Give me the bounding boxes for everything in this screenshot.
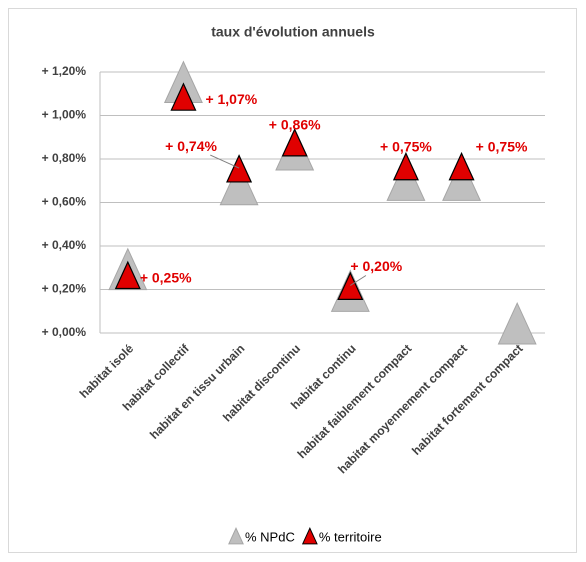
y-tick-label: + 0,00%: [42, 325, 87, 339]
marker: [226, 154, 253, 183]
y-tick-label: + 0,60%: [42, 195, 87, 209]
y-tick-label: + 0,40%: [42, 238, 87, 252]
marker: [337, 271, 364, 300]
legend-label: % territoire: [319, 529, 382, 544]
data-label: + 0,75%: [380, 139, 432, 155]
marker: [170, 82, 197, 111]
legend-swatch: [301, 527, 318, 545]
y-tick-label: + 0,20%: [42, 282, 87, 296]
y-tick-label: + 0,80%: [42, 151, 87, 165]
data-label: + 0,74%: [165, 138, 217, 154]
leader-line: [350, 275, 367, 286]
y-tick-label: + 1,00%: [42, 108, 87, 122]
legend-swatch: [228, 527, 244, 545]
data-label: + 0,75%: [476, 139, 528, 155]
marker: [281, 128, 308, 157]
chart-frame: [8, 8, 577, 553]
chart-title: taux d'évolution annuels: [211, 24, 375, 40]
marker: [114, 260, 141, 290]
data-label: + 0,20%: [350, 258, 402, 274]
marker: [448, 151, 475, 181]
data-label: + 0,86%: [269, 117, 321, 133]
marker: [392, 151, 419, 181]
y-tick-label: + 1,20%: [42, 64, 87, 78]
legend-label: % NPdC: [245, 529, 295, 544]
leader-line: [210, 154, 240, 169]
data-label: + 1,07%: [205, 91, 257, 107]
data-label: + 0,25%: [140, 269, 192, 285]
marker: [219, 162, 259, 206]
marker: [497, 301, 537, 345]
